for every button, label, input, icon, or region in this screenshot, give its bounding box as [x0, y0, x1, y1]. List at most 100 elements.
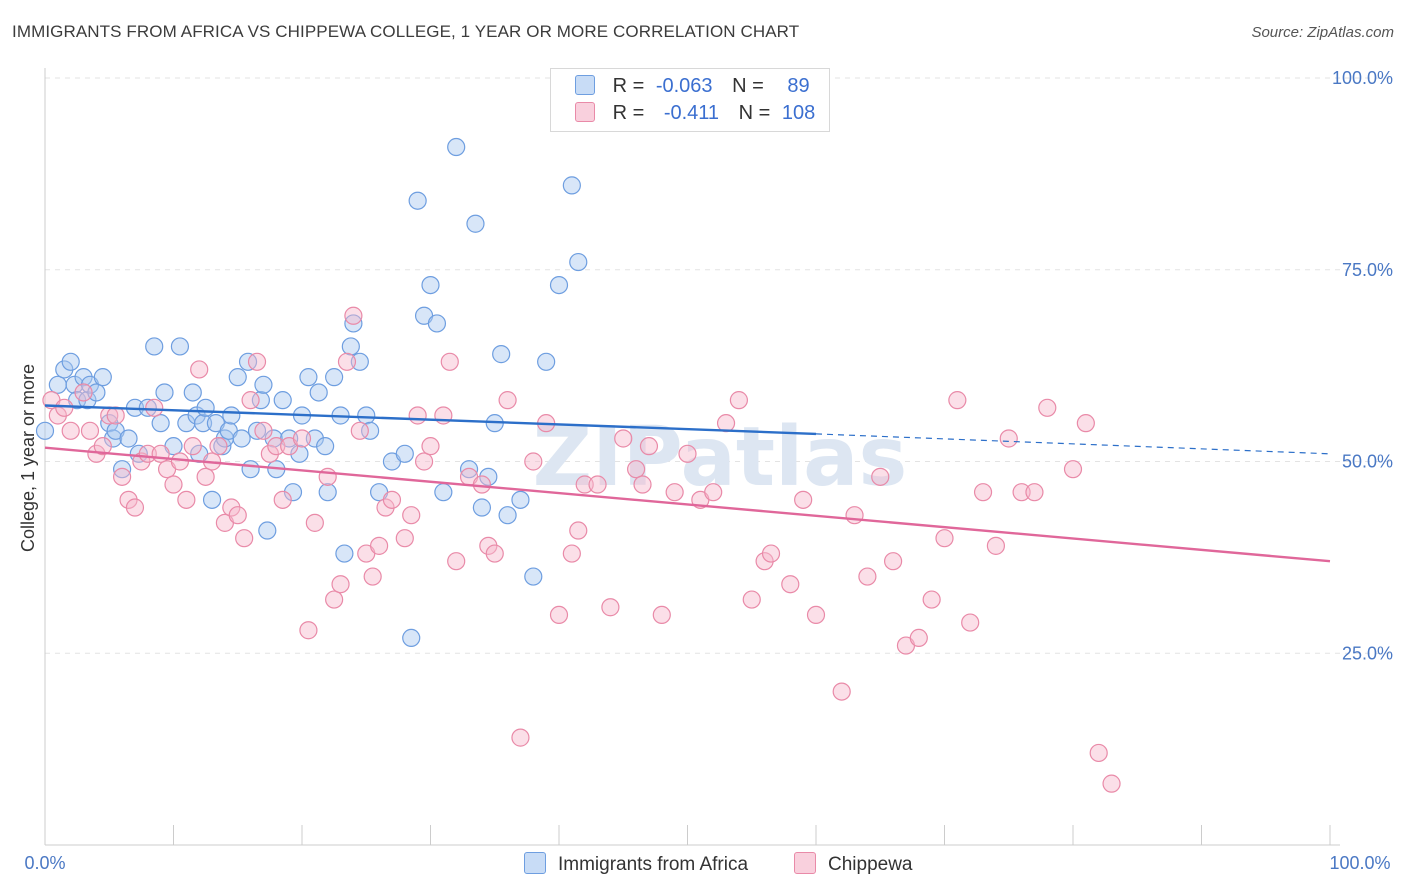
legend-r-label: R = [612, 75, 645, 97]
data-point-chippewa [729, 391, 749, 410]
bottom-legend-label-africa: Immigrants from Africa [558, 854, 749, 875]
data-point-chippewa [395, 529, 414, 548]
trend-line-chippewa [44, 446, 1331, 563]
trend-line-africa [44, 404, 817, 436]
data-point-chippewa [382, 490, 402, 509]
data-points [35, 137, 1121, 793]
data-point-africa [344, 314, 363, 333]
data-point-africa [325, 368, 344, 387]
data-point-africa [119, 429, 138, 448]
bottom-legend-swatch-africa [524, 852, 546, 874]
data-point-chippewa [665, 483, 684, 502]
data-point-africa [447, 137, 466, 157]
data-point-africa [48, 375, 67, 394]
data-point-chippewa [80, 421, 100, 440]
data-point-chippewa [408, 406, 427, 425]
data-point-chippewa [948, 391, 967, 410]
data-point-chippewa [299, 621, 318, 640]
legend-row-africa: R = -0.063 N = 89 [575, 75, 810, 99]
data-point-africa [427, 314, 447, 333]
data-point-africa [434, 483, 453, 502]
legend-n-label: N = [732, 75, 764, 97]
data-point-africa [498, 506, 517, 525]
data-point-chippewa [935, 529, 954, 548]
data-point-chippewa [761, 544, 781, 563]
x-tick-label: 100.0% [1329, 853, 1390, 873]
data-point-chippewa [61, 421, 80, 440]
data-point-africa [341, 337, 360, 356]
data-point-africa [196, 398, 215, 417]
data-point-africa [569, 252, 588, 272]
data-point-chippewa [273, 490, 292, 509]
trend-line-africa-dashed [815, 433, 1331, 455]
data-point-chippewa [370, 536, 389, 555]
data-point-africa [408, 191, 427, 210]
data-point-africa [202, 490, 222, 509]
data-point-chippewa [575, 475, 594, 494]
legend-r-value: -0.063 [655, 75, 713, 97]
data-point-chippewa [909, 628, 928, 648]
data-point-africa [254, 375, 273, 394]
data-point-africa [335, 544, 354, 563]
bottom-legend-swatch-chippewa [794, 852, 816, 874]
data-point-chippewa [414, 452, 434, 471]
data-point-chippewa [794, 490, 813, 509]
data-point-africa [459, 460, 479, 479]
data-point-africa [222, 406, 241, 425]
data-point-chippewa [228, 506, 247, 525]
data-point-chippewa [1076, 414, 1095, 433]
data-point-africa [350, 352, 369, 371]
data-point-chippewa [112, 467, 132, 486]
legend-r-value: -0.411 [663, 102, 720, 124]
data-point-africa [155, 383, 174, 402]
data-point-africa [537, 352, 556, 371]
data-point-africa [466, 214, 485, 233]
data-point-chippewa [350, 421, 369, 440]
legend-swatch-chippewa [575, 102, 595, 122]
data-point-chippewa [569, 521, 588, 540]
data-point-chippewa [633, 475, 652, 494]
data-point-chippewa [1012, 483, 1031, 502]
data-point-africa [87, 383, 106, 402]
data-point-africa [309, 383, 328, 402]
y-tick-label: 25.0% [1342, 643, 1393, 663]
data-point-chippewa [1063, 460, 1083, 479]
data-point-chippewa [1025, 483, 1044, 502]
data-point-chippewa [55, 398, 74, 417]
data-point-africa [251, 391, 270, 410]
data-point-africa [511, 490, 530, 509]
data-point-africa [183, 383, 202, 402]
data-point-chippewa [145, 398, 164, 417]
y-tick-label: 50.0% [1342, 452, 1393, 472]
data-point-africa [290, 444, 309, 463]
data-point-chippewa [363, 567, 382, 586]
data-point-africa [247, 421, 267, 440]
data-point-chippewa [549, 605, 569, 625]
data-point-chippewa [498, 391, 517, 410]
data-point-africa [151, 414, 170, 433]
data-point-chippewa [716, 414, 736, 433]
data-point-chippewa [447, 552, 466, 571]
data-point-chippewa [524, 452, 543, 471]
source-label: Source: ZipAtlas.com [1251, 24, 1394, 41]
data-point-chippewa [588, 475, 607, 494]
data-point-chippewa [267, 437, 286, 456]
data-point-africa [228, 368, 247, 387]
data-point-chippewa [961, 613, 980, 632]
data-point-chippewa [74, 383, 93, 402]
data-point-chippewa [806, 605, 826, 625]
data-point-africa [395, 444, 414, 463]
data-point-africa [316, 437, 335, 456]
data-point-chippewa [235, 529, 254, 548]
data-point-africa [193, 414, 213, 433]
data-point-africa [549, 275, 569, 295]
data-point-africa [283, 483, 303, 502]
bottom-legend-chippewa: Chippewa [794, 852, 913, 876]
data-point-chippewa [922, 590, 941, 609]
data-point-africa [299, 368, 318, 387]
data-point-chippewa [562, 544, 581, 563]
data-point-chippewa [183, 437, 202, 456]
data-point-chippewa [151, 444, 170, 463]
legend-n-label: N = [738, 102, 771, 124]
data-point-africa [361, 421, 380, 440]
